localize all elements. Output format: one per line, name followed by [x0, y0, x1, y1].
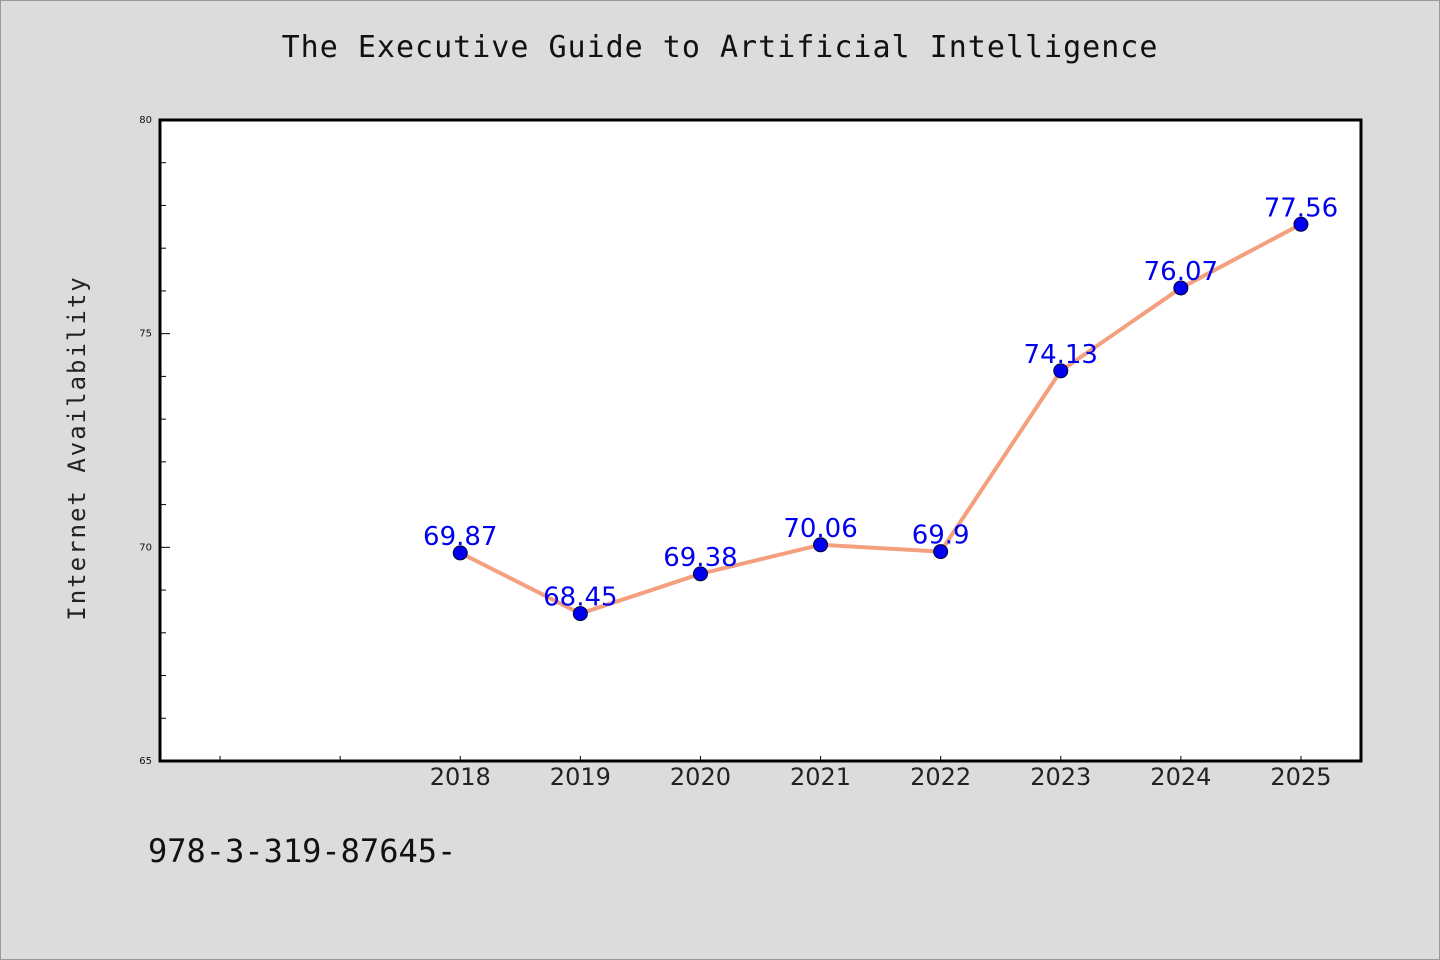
series-line	[458, 222, 1303, 616]
data-point	[933, 544, 949, 560]
data-label: 69.9	[912, 521, 970, 551]
data-label: 70.06	[783, 514, 857, 544]
x-tick-label: 2025	[1270, 763, 1331, 791]
data-label: 68.45	[543, 583, 617, 613]
data-point	[1053, 363, 1069, 379]
x-tick-label: 2018	[430, 763, 491, 791]
data-point	[1173, 280, 1189, 296]
data-label: 69.38	[663, 543, 737, 573]
y-tick-label: 70	[139, 542, 152, 553]
data-point	[452, 545, 468, 561]
data-label: 77.56	[1264, 193, 1338, 223]
data-point	[572, 606, 588, 622]
data-label: 76.07	[1144, 257, 1218, 287]
y-tick-label: 65	[139, 756, 152, 767]
x-tick-label: 2022	[910, 763, 971, 791]
data-label: 74.13	[1024, 340, 1098, 370]
chart-title: The Executive Guide to Artificial Intell…	[281, 30, 1159, 65]
y-tick-label: 75	[139, 329, 152, 340]
x-tick-label: 2021	[790, 763, 851, 791]
x-tick-label: 2020	[670, 763, 731, 791]
data-point	[813, 537, 829, 553]
x-tick-label: 2019	[550, 763, 611, 791]
y-tick-label: 80	[139, 115, 152, 126]
x-axis-ticks: 2018 2019 2020 2021 2022 2023 2024 2025	[219, 756, 1331, 791]
x-tick-label: 2023	[1030, 763, 1091, 791]
data-label-group: 69.87 68.45 69.38 70.06 69.9 74.13 76.07 77.56	[423, 193, 1338, 612]
data-point	[692, 566, 708, 582]
x-tick-label: 2024	[1150, 763, 1211, 791]
data-label: 69.87	[423, 522, 497, 552]
series-group	[452, 216, 1309, 622]
data-point	[1293, 216, 1309, 232]
plot-area	[158, 118, 1363, 763]
isbn-text: 978-3-319-87645-	[148, 832, 457, 870]
y-axis-ticks: 65 70 75 80	[139, 115, 170, 767]
